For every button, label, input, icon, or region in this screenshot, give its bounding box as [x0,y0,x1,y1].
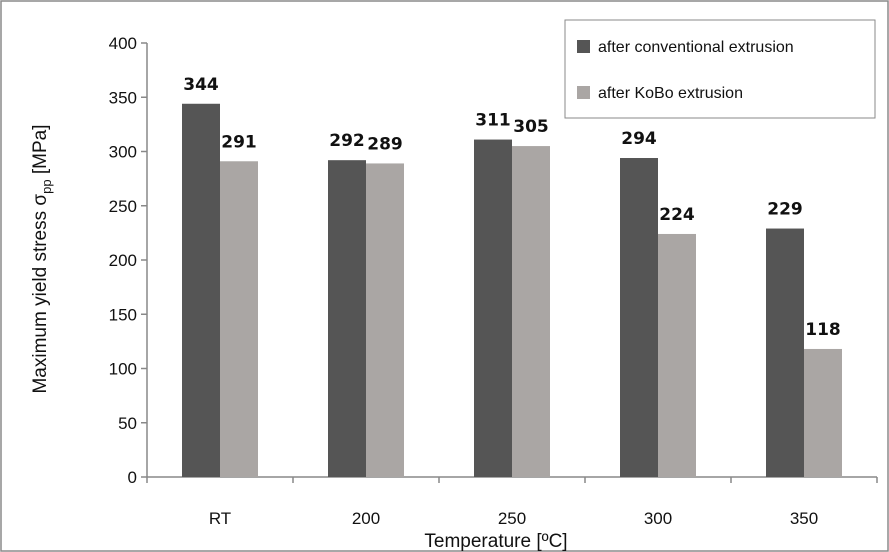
y-axis-title: Maximum yield stress σpp [MPa] [30,124,54,393]
x-tick-label: RT [209,509,231,528]
y-tick-label: 150 [109,305,137,324]
data-label: 118 [805,320,841,340]
y-tick-label: 300 [109,143,137,162]
y-tick-label: 400 [109,34,137,53]
y-axis-title-subscript: pp [39,179,54,193]
bar-kobo-250 [512,146,550,477]
legend-label-conventional: after conventional extrusion [598,39,794,56]
x-axis-title: Temperature [ºC] [424,531,567,552]
x-tick-label: 350 [790,509,818,528]
data-label: 289 [367,134,403,154]
x-tick-label: 250 [498,509,526,528]
bar-conventional-350 [766,228,804,477]
bar-kobo-200 [366,163,404,477]
bar-kobo-300 [658,233,696,477]
y-tick-label: 250 [109,197,137,216]
y-tick-label: 200 [109,251,137,270]
y-tick-label: 0 [128,468,137,487]
data-label: 294 [621,129,657,149]
data-label: 291 [221,132,257,152]
x-tick-label: 200 [352,509,380,528]
data-label: 344 [183,75,219,95]
bar-conventional-300 [620,158,658,477]
bar-kobo-350 [804,348,842,477]
data-label: 311 [475,111,511,131]
bars [182,103,842,477]
legend: after conventional extrusion after KoBo … [564,19,876,119]
bar-conventional-rt [182,103,220,477]
data-label: 305 [513,117,549,137]
y-tick-label: 350 [109,88,137,107]
y-axis-title-main: Maximum yield stress σ [30,194,51,394]
bar-conventional-250 [474,139,512,477]
legend-swatch-conventional [577,40,590,53]
bar-kobo-rt [220,161,258,477]
data-labels: 344 292 311 294 229 291 289 305 224 118 [183,75,841,340]
data-label: 229 [767,200,803,220]
legend-box [564,19,876,119]
legend-swatch-kobo [577,86,590,99]
bar-conventional-200 [328,160,366,477]
y-axis-title-unit: [MPa] [30,124,51,179]
data-label: 224 [659,205,695,225]
data-label: 292 [329,131,365,151]
y-tick-label: 100 [109,360,137,379]
x-tick-label: 300 [644,509,672,528]
y-tick-label: 50 [118,414,137,433]
y-axis: 0 50 100 150 200 250 300 350 400 [109,34,148,487]
legend-label-kobo: after KoBo extrusion [598,85,743,102]
